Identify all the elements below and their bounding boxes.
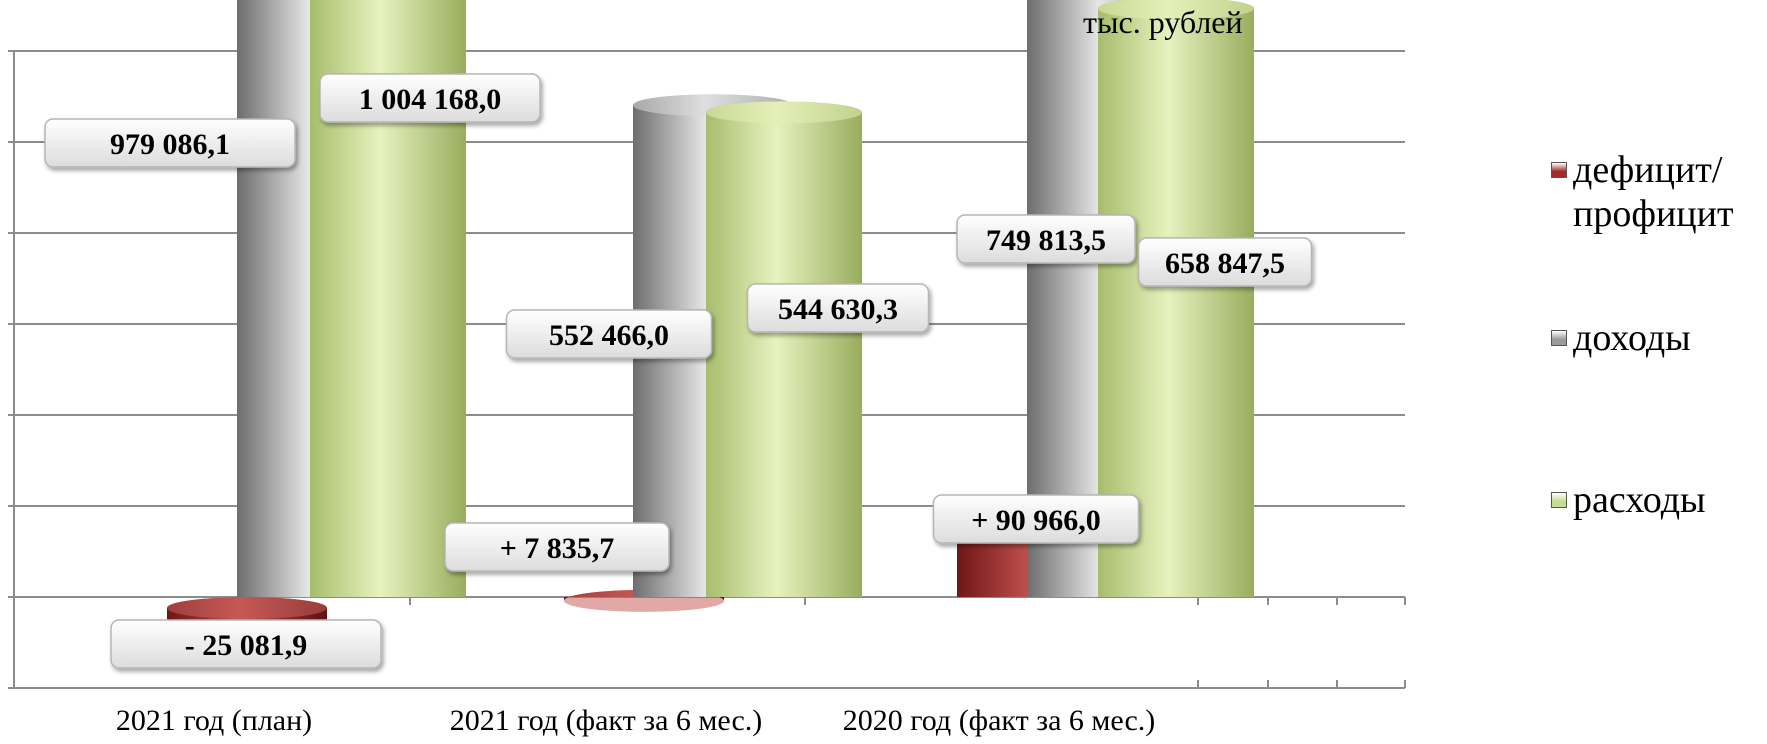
bar [1098,0,1254,597]
data-label: + 7 835,7 [444,522,670,572]
data-label-text: 749 813,5 [986,224,1106,257]
legend-item: доходы [1551,316,1691,360]
data-label-box [932,494,1140,544]
data-label: 749 813,5 [956,214,1136,264]
data-label: 1 004 168,0 [319,73,541,123]
data-label-text: + 90 966,0 [971,504,1101,537]
data-label: - 25 081,9 [110,619,382,669]
data-label-box [956,214,1136,264]
legend-label: расходы [1573,479,1706,521]
data-label-box [319,73,541,123]
category-label: 2020 год (факт за 6 мес.) [843,704,1156,737]
bar-body [706,101,862,597]
bar-body [310,0,466,597]
legend-swatch [1551,330,1567,346]
bar [310,0,466,597]
legend-label: доходы [1573,317,1691,359]
legend-label: дефицит/профицит [1573,149,1734,235]
data-label-box [1137,237,1313,287]
legend-swatch [1551,492,1567,508]
data-label: 544 630,3 [746,283,930,333]
data-label-text: 658 847,5 [1165,247,1285,280]
data-label-box [110,619,382,669]
data-label: 979 086,1 [44,118,296,168]
data-label: + 90 966,0 [932,494,1140,544]
bar-top [706,101,862,124]
data-label-text: - 25 081,9 [185,629,308,662]
bar-top [1098,0,1254,20]
data-label-text: 544 630,3 [778,293,898,326]
data-label: 552 466,0 [505,309,713,359]
data-label-text: + 7 835,7 [500,532,615,565]
legend-item: расходы [1551,478,1706,522]
data-label: 658 847,5 [1137,237,1313,287]
data-label-text: 1 004 168,0 [359,83,502,116]
bar-body [1098,0,1254,597]
category-label: 2021 год (факт за 6 мес.) [450,704,763,737]
data-label-box [444,522,670,572]
legend-swatch [1551,162,1567,178]
data-label-box [746,283,930,333]
bar [167,597,327,620]
data-label-box [44,118,296,168]
category-label: 2021 год (план) [116,704,312,737]
legend-item: дефицит/профицит [1551,148,1734,236]
bar-top [167,597,327,619]
bar [706,101,862,597]
data-label-text: 979 086,1 [110,128,230,161]
data-label-box [505,309,713,359]
data-label-text: 552 466,0 [549,319,669,352]
unit-label: тыс. рублей [1083,4,1243,40]
